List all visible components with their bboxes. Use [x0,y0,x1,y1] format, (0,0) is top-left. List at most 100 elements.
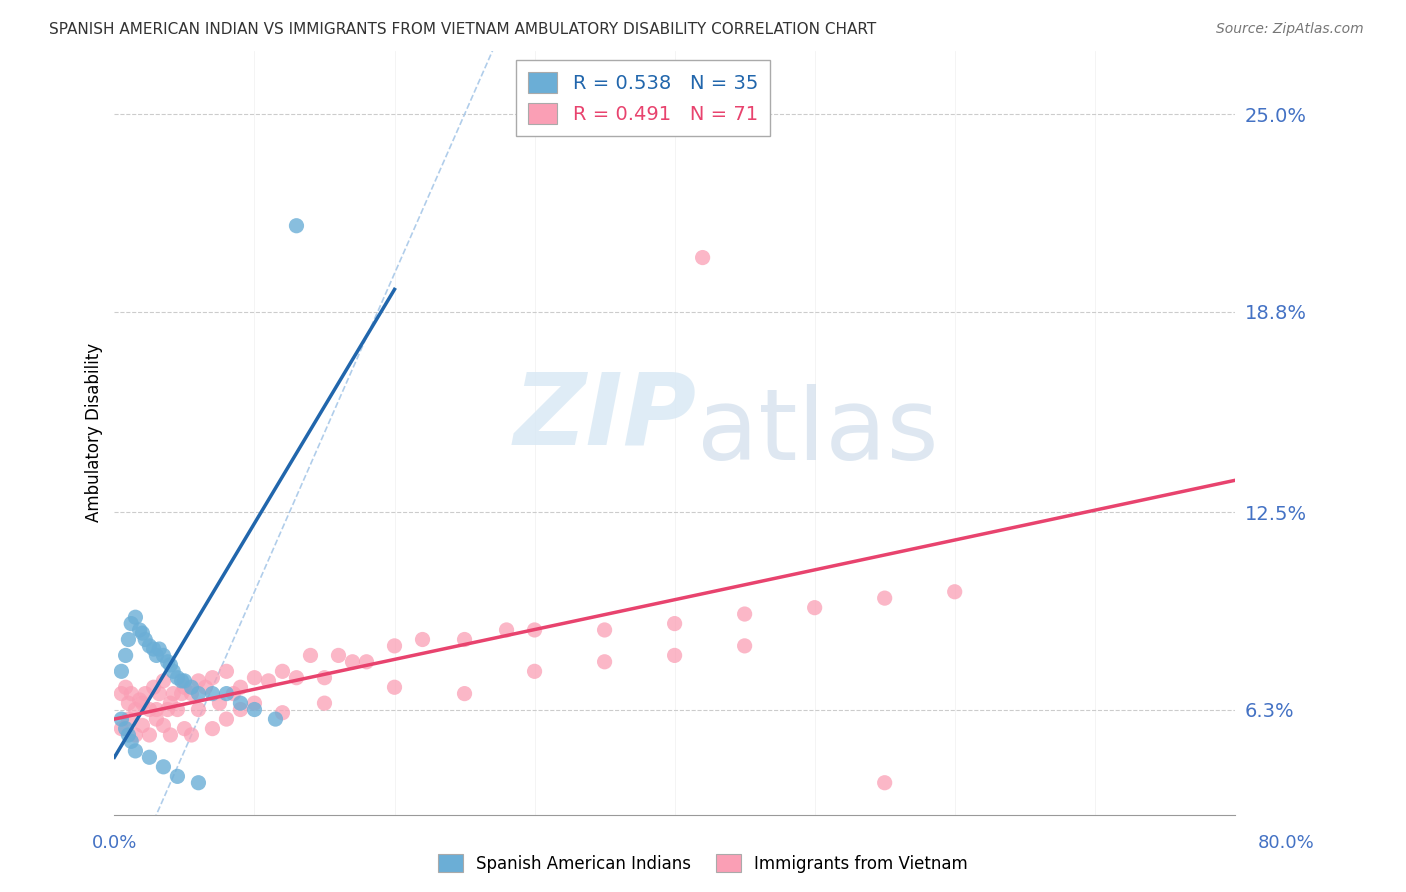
Point [138,750,160,764]
Point [243,696,266,710]
Point [243,671,266,685]
Point [285,219,308,233]
Point [285,671,308,685]
Point [384,680,406,694]
Point [110,665,132,679]
Point [114,680,136,694]
Point [128,623,150,637]
Point [243,702,266,716]
Point [131,696,153,710]
Point [692,251,714,265]
Point [120,734,142,748]
Point [314,696,336,710]
Text: atlas: atlas [697,384,939,481]
Point [152,648,174,663]
Point [142,680,165,694]
Point [523,623,546,637]
Point [117,712,139,726]
Point [180,680,202,694]
Point [803,600,825,615]
Point [873,591,896,606]
Point [131,626,153,640]
Point [110,687,132,701]
Point [523,665,546,679]
Point [271,665,294,679]
Text: Source: ZipAtlas.com: Source: ZipAtlas.com [1216,22,1364,37]
Point [215,665,238,679]
Point [110,722,132,736]
Point [664,616,686,631]
Y-axis label: Ambulatory Disability: Ambulatory Disability [86,343,103,522]
Point [201,671,224,685]
Point [170,687,193,701]
Point [166,671,188,685]
Point [314,671,336,685]
Point [120,687,142,701]
Point [159,657,181,672]
Point [873,776,896,790]
Point [208,696,231,710]
Point [229,696,252,710]
Point [342,655,364,669]
Point [173,673,195,688]
Point [159,696,181,710]
Text: 80.0%: 80.0% [1258,834,1315,852]
Point [264,712,287,726]
Point [124,744,146,758]
Point [162,687,184,701]
Point [138,702,160,716]
Point [734,639,756,653]
Point [271,706,294,720]
Point [187,702,209,716]
Text: 0.0%: 0.0% [91,834,136,852]
Point [156,702,179,716]
Point [187,687,209,701]
Point [145,648,167,663]
Point [173,680,195,694]
Point [173,722,195,736]
Point [114,722,136,736]
Point [453,632,475,647]
Point [194,680,217,694]
Point [138,728,160,742]
Point [156,655,179,669]
Point [114,648,136,663]
Point [943,584,966,599]
Point [138,639,160,653]
Point [384,639,406,653]
Point [131,718,153,732]
Point [495,623,517,637]
Point [124,728,146,742]
Point [148,687,170,701]
Point [453,687,475,701]
Point [145,702,167,716]
Point [117,696,139,710]
Point [124,610,146,624]
Point [229,680,252,694]
Point [412,632,434,647]
Legend: R = 0.538   N = 35, R = 0.491   N = 71: R = 0.538 N = 35, R = 0.491 N = 71 [516,61,769,136]
Point [593,655,616,669]
Point [142,642,165,657]
Point [222,687,245,701]
Text: ZIP: ZIP [515,369,697,466]
Point [166,769,188,783]
Point [159,728,181,742]
Point [166,702,188,716]
Point [201,722,224,736]
Point [734,607,756,621]
Point [124,702,146,716]
Point [134,687,156,701]
Point [110,712,132,726]
Point [145,712,167,726]
Point [128,693,150,707]
Point [215,687,238,701]
Point [664,648,686,663]
Point [117,632,139,647]
Point [299,648,322,663]
Point [162,665,184,679]
Point [148,642,170,657]
Point [120,616,142,631]
Point [229,702,252,716]
Point [187,776,209,790]
